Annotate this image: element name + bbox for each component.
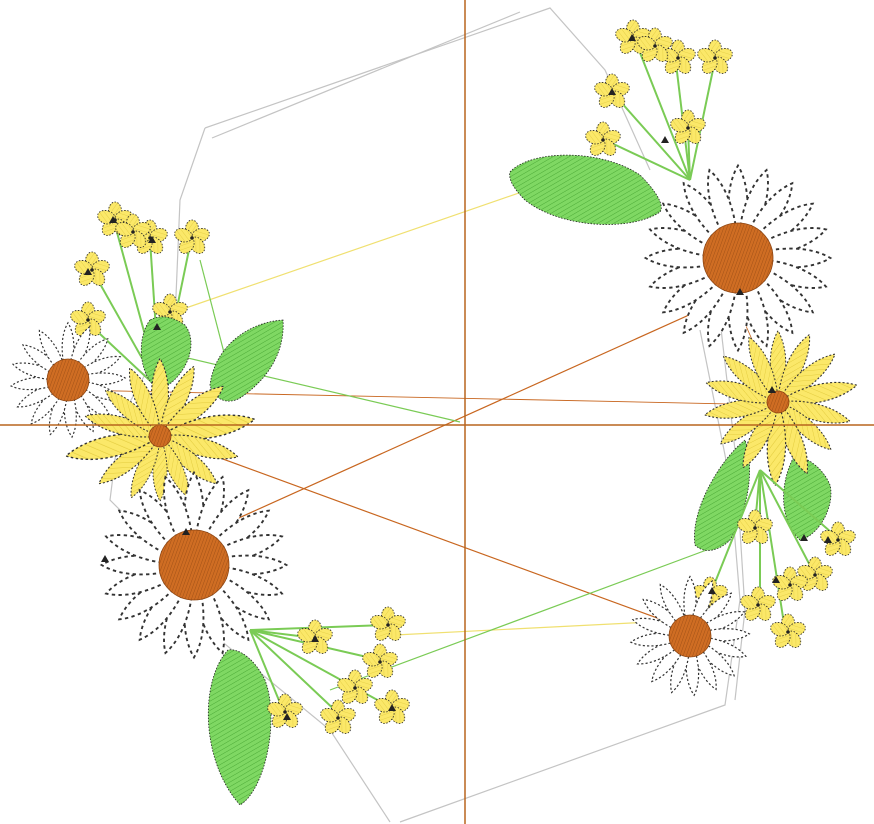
right-small-white-daisy (629, 575, 751, 697)
right-middle-leaves (694, 439, 832, 551)
right-lower-stems (709, 469, 841, 631)
left-small-white-daisy (9, 322, 126, 439)
hoop-outline (109, 7, 746, 823)
left-large-white-daisy (100, 471, 288, 659)
right-top-flower-cluster (583, 19, 735, 159)
bottom-left-leaf (207, 649, 272, 806)
left-leaves (140, 316, 284, 402)
right-top-leaf (509, 154, 662, 225)
right-yellow-daisy (702, 330, 860, 487)
stitch-markers (84, 34, 832, 720)
